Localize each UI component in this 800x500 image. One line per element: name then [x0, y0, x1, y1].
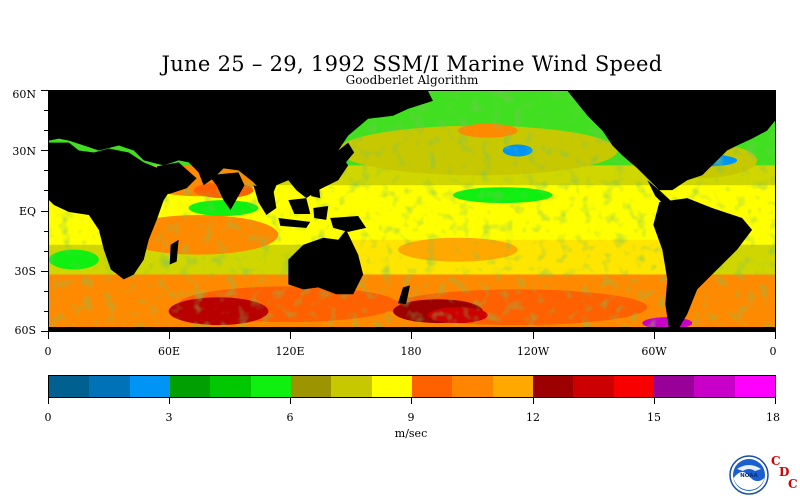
colorbar-segment-8	[371, 376, 412, 397]
colorbar-tick	[411, 398, 412, 404]
lon-tick	[654, 332, 655, 339]
land-masses	[49, 91, 775, 331]
colorbar-tick	[169, 398, 170, 404]
colorbar-segment-15	[653, 376, 695, 397]
lon-tick	[48, 332, 49, 339]
lon-label-0-east: 0	[769, 345, 777, 358]
cdc-letter-2: D	[779, 465, 790, 479]
lat-minor-tick	[44, 231, 48, 232]
lon-tick	[533, 332, 534, 339]
lat-tick	[41, 271, 48, 272]
lat-tick	[41, 90, 48, 91]
lat-minor-tick	[44, 130, 48, 131]
lon-label-60e: 60E	[157, 345, 181, 358]
colorbar-tick	[775, 398, 776, 404]
colorbar-label-12: 12	[526, 411, 540, 424]
lon-tick	[290, 332, 291, 339]
colorbar-segment-4	[210, 376, 251, 397]
colorbar-units: m/sec	[394, 427, 428, 440]
lat-minor-tick	[44, 311, 48, 312]
colorbar-segment-5	[250, 376, 291, 397]
lat-tick	[41, 211, 48, 212]
lon-label-0: 0	[44, 345, 52, 358]
lat-tick	[41, 150, 48, 151]
cdc-letter-3: C	[788, 477, 798, 491]
colorbar-segment-12	[532, 376, 574, 397]
lon-label-120w: 120W	[516, 345, 550, 358]
colorbar-tick	[290, 398, 291, 404]
noaa-logo-icon: NOAA	[729, 455, 769, 495]
colorbar-label-9: 9	[407, 411, 415, 424]
colorbar-tick	[654, 398, 655, 404]
map-title: June 25 – 29, 1992 SSM/I Marine Wind Spe…	[161, 52, 663, 76]
lat-tick	[41, 331, 48, 332]
lat-label-30n: 30N	[12, 145, 36, 158]
colorbar-segment-3	[169, 376, 211, 397]
colorbar-segment-10	[452, 376, 493, 397]
colorbar-label-15: 15	[647, 411, 661, 424]
colorbar-tick	[48, 398, 49, 404]
lat-label-30s: 30S	[14, 265, 36, 278]
lon-label-60w: 60W	[641, 345, 667, 358]
lon-tick	[411, 332, 412, 339]
colorbar-label-0: 0	[44, 411, 52, 424]
lon-tick	[775, 332, 776, 339]
lat-minor-tick	[44, 190, 48, 191]
colorbar-segment-9	[411, 376, 453, 397]
lat-minor-tick	[44, 251, 48, 252]
colorbar-segment-6	[290, 376, 332, 397]
colorbar-segment-7	[331, 376, 372, 397]
logo-text: NOAA	[740, 473, 758, 479]
colorbar-segment-17	[734, 376, 775, 397]
colorbar-segment-2	[129, 376, 170, 397]
lat-label-60s: 60S	[14, 324, 36, 337]
colorbar-segment-13	[573, 376, 614, 397]
colorbar-tick	[533, 398, 534, 404]
colorbar-label-3: 3	[165, 411, 173, 424]
lat-label-eq: EQ	[18, 205, 36, 218]
colorbar-segment-14	[613, 376, 654, 397]
lon-tick	[169, 332, 170, 339]
colorbar-segment-0	[49, 376, 90, 397]
cdc-letter-1: C	[771, 454, 781, 468]
lon-label-180: 180	[400, 345, 422, 358]
lat-minor-tick	[44, 170, 48, 171]
colorbar-segment-11	[492, 376, 533, 397]
colorbar-label-6: 6	[286, 411, 294, 424]
lat-label-60n: 60N	[12, 88, 36, 101]
lon-label-120e: 120E	[275, 345, 305, 358]
colorbar-segment-1	[89, 376, 130, 397]
colorbar	[48, 375, 776, 398]
lat-minor-tick	[44, 110, 48, 111]
colorbar-segment-16	[694, 376, 735, 397]
lat-minor-tick	[44, 291, 48, 292]
wind-speed-map	[48, 90, 776, 332]
colorbar-label-18: 18	[766, 411, 780, 424]
map-subtitle: Goodberlet Algorithm	[345, 73, 479, 87]
